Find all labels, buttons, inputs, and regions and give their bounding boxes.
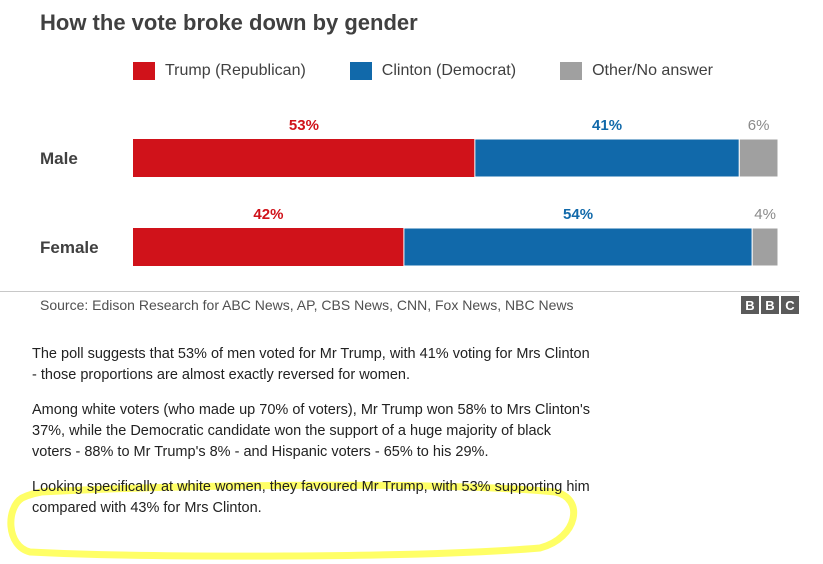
chart-title: How the vote broke down by gender — [40, 10, 418, 35]
data-label-female-trump-republican: 42% — [253, 206, 283, 223]
legend-item-clinton: Clinton (Democrat) — [349, 62, 517, 80]
legend-swatch-other — [560, 62, 583, 80]
bar-male-other-no-answer — [738, 138, 779, 178]
bar-female-clinton-democrat — [403, 227, 753, 267]
bar-female-other-no-answer — [751, 227, 779, 267]
article-body: The poll suggests that 53% of men voted … — [32, 344, 592, 533]
legend-label-other: Other/No answer — [592, 62, 713, 79]
bar-female-trump-republican — [133, 228, 404, 266]
highlighter-ellipse — [7, 481, 578, 560]
data-label-female-clinton-democrat: 54% — [563, 206, 593, 223]
source-divider — [0, 291, 800, 292]
bar-male-trump-republican — [133, 139, 475, 177]
chart-source: Source: Edison Research for ABC News, AP… — [40, 297, 574, 313]
data-label-male-trump-republican: 53% — [289, 117, 319, 134]
bbc-logo-letter: B — [741, 296, 759, 314]
data-label-male-clinton-democrat: 41% — [592, 117, 622, 134]
bbc-logo-letter: C — [781, 296, 799, 314]
bbc-logo-letter: B — [761, 296, 779, 314]
bar-male-clinton-democrat — [474, 138, 740, 178]
data-label-female-other-no-answer: 4% — [754, 206, 776, 223]
stacked-bar-chart: Male 53% 41% 6% Female 42% 54% 4% — [40, 117, 779, 267]
highlighter-mark — [7, 481, 578, 560]
legend-item-trump: Trump (Republican) — [133, 62, 306, 80]
article-paragraph-2: Among white voters (who made up 70% of v… — [32, 402, 591, 460]
legend-item-other: Other/No answer — [560, 62, 713, 80]
category-label-male: Male — [40, 149, 78, 168]
legend-swatch-trump — [133, 62, 155, 80]
chart-legend: Trump (Republican) Clinton (Democrat) Ot… — [133, 62, 757, 80]
legend-swatch-clinton — [349, 62, 372, 80]
bbc-logo: B B C — [739, 296, 799, 314]
category-label-female: Female — [40, 238, 99, 257]
data-label-male-other-no-answer: 6% — [748, 117, 770, 134]
article-paragraph-3: Looking specifically at white women, the… — [32, 479, 590, 516]
legend-label-trump: Trump (Republican) — [165, 62, 306, 79]
legend-label-clinton: Clinton (Democrat) — [381, 62, 517, 79]
article-paragraph-1: The poll suggests that 53% of men voted … — [32, 346, 590, 383]
